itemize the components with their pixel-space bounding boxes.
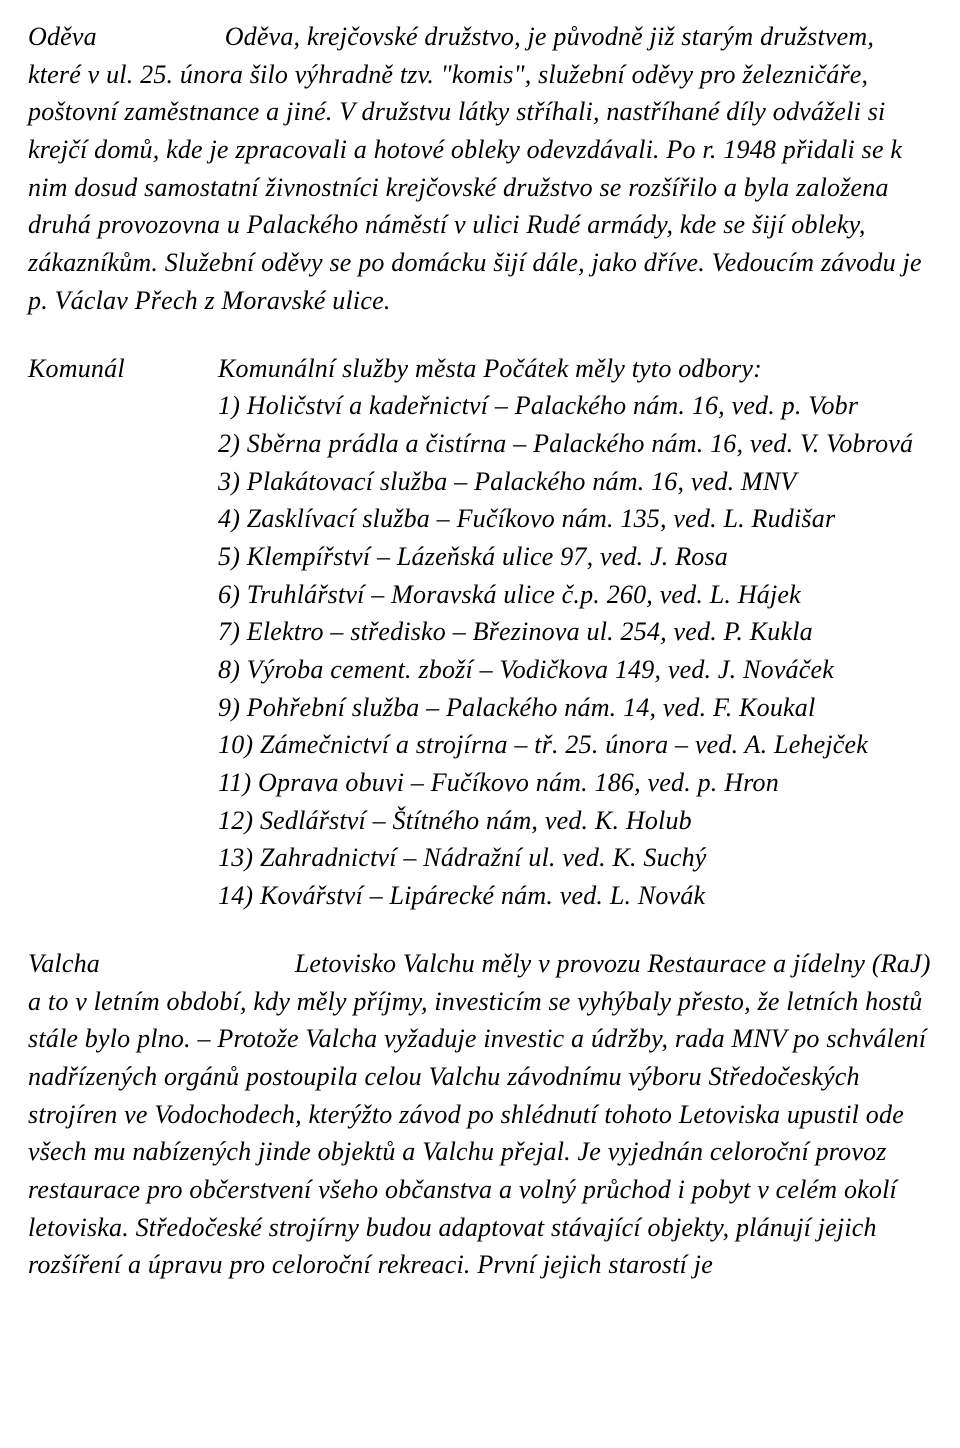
komunal-item: 7) Elektro – středisko – Březinova ul. 2… (218, 613, 932, 651)
section-valcha: Valcha Letovisko Valchu měly v provozu R… (28, 945, 932, 1284)
komunal-item: 14) Kovářství – Lipárecké nám. ved. L. N… (218, 877, 932, 915)
komunal-item: 12) Sedlářství – Štítného nám, ved. K. H… (218, 802, 932, 840)
komunal-intro: Komunální služby města Počátek měly tyto… (218, 350, 932, 388)
komunal-item: 9) Pohřební služba – Palackého nám. 14, … (218, 689, 932, 727)
komunal-item: 11) Oprava obuvi – Fučíkovo nám. 186, ve… (218, 764, 932, 802)
komunal-label: Komunál (28, 350, 218, 915)
komunal-item: 10) Zámečnictví a strojírna – tř. 25. ún… (218, 726, 932, 764)
komunal-item: 2) Sběrna prádla a čistírna – Palackého … (218, 425, 932, 463)
komunal-item: 13) Zahradnictví – Nádražní ul. ved. K. … (218, 839, 932, 877)
komunal-item: 6) Truhlářství – Moravská ulice č.p. 260… (218, 576, 932, 614)
valcha-label: Valcha (28, 945, 288, 983)
komunal-item: 3) Plakátovací služba – Palackého nám. 1… (218, 463, 932, 501)
odeva-text: Oděva, krejčovské družstvo, je původně j… (28, 22, 922, 315)
komunal-body: Komunální služby města Počátek měly tyto… (218, 350, 932, 915)
komunal-item: 1) Holičství a kadeřnictví – Palackého n… (218, 387, 932, 425)
komunal-item: 5) Klempířství – Lázeňská ulice 97, ved.… (218, 538, 932, 576)
odeva-label: Oděva (28, 18, 218, 56)
komunal-item: 4) Zasklívací služba – Fučíkovo nám. 135… (218, 500, 932, 538)
valcha-text: Letovisko Valchu měly v provozu Restaura… (28, 949, 931, 1280)
section-odeva: Oděva Oděva, krejčovské družstvo, je pův… (28, 18, 932, 320)
komunal-item: 8) Výroba cement. zboží – Vodičkova 149,… (218, 651, 932, 689)
section-komunal: Komunál Komunální služby města Počátek m… (28, 350, 932, 915)
